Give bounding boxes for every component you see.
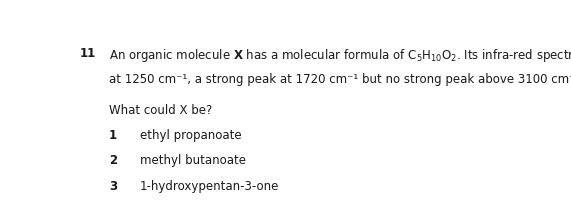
- Text: 3: 3: [109, 180, 117, 193]
- Text: 2: 2: [109, 154, 117, 168]
- Text: 1: 1: [109, 129, 117, 142]
- Text: An organic molecule $\mathbf{X}$ has a molecular formula of C$_5$H$_{10}$O$_2$. : An organic molecule $\mathbf{X}$ has a m…: [109, 46, 571, 64]
- Text: 11: 11: [79, 46, 95, 60]
- Text: What could X be?: What could X be?: [109, 104, 212, 117]
- Text: ethyl propanoate: ethyl propanoate: [140, 129, 242, 142]
- Text: at 1250 cm⁻¹, a strong peak at 1720 cm⁻¹ but no strong peak above 3100 cm⁻¹.: at 1250 cm⁻¹, a strong peak at 1720 cm⁻¹…: [109, 74, 571, 87]
- Text: 1-hydroxypentan-3-one: 1-hydroxypentan-3-one: [140, 180, 279, 193]
- Text: methyl butanoate: methyl butanoate: [140, 154, 246, 168]
